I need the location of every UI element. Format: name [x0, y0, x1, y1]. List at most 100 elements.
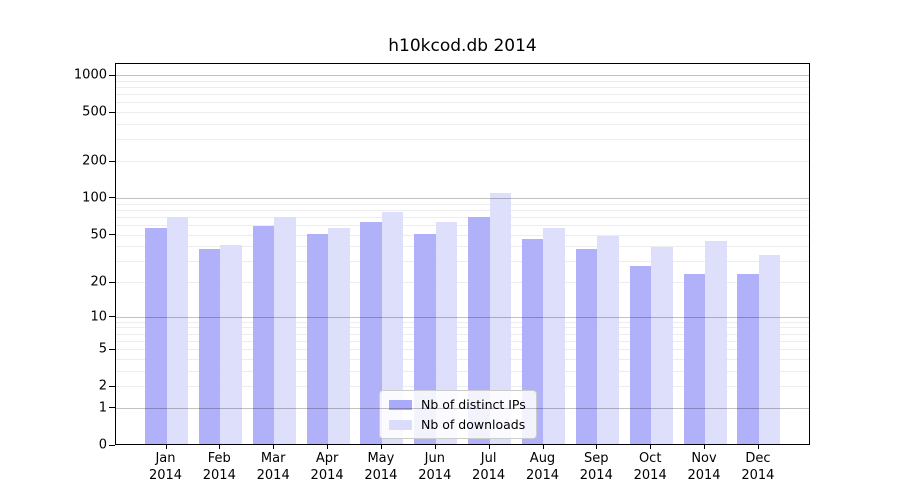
gridline-minor	[116, 224, 809, 226]
y-tick-label: 20	[90, 274, 107, 290]
x-tick-label: Dec 2014	[741, 451, 775, 483]
x-axis-tick	[488, 445, 490, 449]
x-axis-tick	[165, 445, 167, 449]
gridline-minor	[116, 386, 809, 388]
x-tick-label: Sep 2014	[579, 451, 613, 483]
bar-downloads-mar	[274, 217, 296, 444]
x-tick-label: Jan 2014	[148, 451, 183, 483]
x-axis-tick	[542, 445, 544, 449]
bar-ips-dec	[737, 273, 759, 444]
bar-downloads-apr	[328, 227, 350, 444]
gridline-minor	[116, 161, 809, 162]
bar-ips-jul	[468, 217, 490, 444]
y-tick-label: 200	[82, 153, 107, 169]
x-axis-tick	[327, 445, 329, 449]
y-axis-tick	[109, 281, 115, 283]
x-axis-tick	[434, 445, 436, 449]
y-tick-label: 10	[90, 309, 107, 325]
gridline-minor	[116, 282, 809, 283]
y-axis-tick	[109, 234, 115, 235]
gridline-minor	[116, 216, 809, 218]
gridline-minor	[116, 327, 809, 329]
bar-ips-sep	[575, 249, 598, 444]
plot-area: Nb of distinct IPs Nb of downloads	[115, 63, 810, 445]
gridline-minor	[116, 349, 809, 351]
y-axis-tick	[109, 197, 115, 199]
bar-ips-mar	[252, 225, 275, 444]
y-axis-tick	[109, 111, 115, 113]
y-axis-tick	[109, 316, 115, 318]
bar-downloads-oct	[651, 246, 673, 444]
gridline-major	[116, 316, 809, 318]
y-tick-label: 1	[98, 400, 107, 416]
gridline-minor	[116, 246, 809, 248]
bar-downloads-jun	[435, 222, 458, 444]
y-axis-tick	[109, 348, 115, 350]
gridline-minor	[116, 87, 809, 88]
gridline-major	[116, 407, 809, 409]
x-tick-label: May 2014	[364, 451, 398, 483]
x-tick-label: Oct 2014	[633, 451, 667, 483]
gridline-minor	[116, 102, 809, 104]
bar-ips-feb	[198, 249, 221, 444]
x-tick-label: Nov 2014	[687, 451, 721, 483]
gridline-minor	[116, 370, 809, 372]
x-tick-label: Mar 2014	[256, 451, 290, 483]
x-tick-label: Feb 2014	[202, 451, 236, 483]
gridline-minor	[116, 333, 809, 335]
gridline-minor	[116, 340, 809, 342]
bar-downloads-jan	[166, 217, 188, 444]
legend: Nb of distinct IPs Nb of downloads	[379, 390, 537, 439]
x-axis-tick	[596, 445, 598, 449]
y-tick-label: 5	[98, 341, 107, 357]
bar-ips-apr	[306, 233, 329, 444]
y-tick-label: 500	[82, 104, 107, 120]
y-tick-label: 0	[98, 437, 107, 453]
x-axis-tick	[650, 445, 652, 449]
x-axis-tick	[380, 445, 382, 449]
gridline-minor	[116, 321, 809, 323]
y-axis-tick	[109, 160, 115, 162]
legend-label-downloads: Nb of downloads	[421, 417, 526, 432]
bar-downloads-may	[381, 212, 404, 444]
gridline-major	[116, 75, 809, 76]
x-tick-label: Jul 2014	[472, 451, 506, 483]
x-axis-tick	[219, 445, 221, 449]
bar-downloads-nov	[705, 241, 727, 444]
y-tick-label: 1000	[73, 67, 107, 83]
legend-item-downloads: Nb of downloads	[389, 417, 526, 432]
gridline-minor	[116, 112, 809, 114]
gridline-minor	[116, 261, 809, 263]
x-tick-label: Aug 2014	[525, 451, 560, 483]
gridline-minor	[116, 209, 809, 211]
bar-ips-nov	[683, 273, 705, 444]
bar-downloads-sep	[597, 235, 619, 444]
legend-swatch-distinct-ips-icon	[389, 399, 412, 410]
y-axis-tick	[109, 74, 115, 76]
x-axis-tick	[704, 445, 705, 449]
x-tick-label: Apr 2014	[310, 451, 344, 483]
gridline-minor	[116, 124, 809, 125]
y-tick-label: 100	[82, 190, 107, 206]
x-axis-tick	[757, 445, 759, 449]
x-axis-tick	[273, 445, 275, 449]
y-axis-tick	[109, 444, 115, 446]
y-tick-label: 2	[98, 378, 107, 394]
bar-downloads-dec	[758, 255, 781, 444]
legend-item-distinct-ips: Nb of distinct IPs	[389, 397, 526, 412]
y-axis-tick	[109, 407, 115, 409]
bar-ips-may	[360, 222, 382, 444]
gridline-major	[116, 197, 809, 199]
gridline-minor	[116, 234, 809, 236]
y-axis-tick	[109, 385, 115, 387]
gridline-minor	[116, 203, 809, 205]
y-tick-label: 50	[90, 227, 107, 242]
gridline-minor	[116, 80, 809, 82]
legend-swatch-downloads-icon	[389, 419, 412, 430]
gridline-minor	[116, 94, 809, 96]
bar-downloads-jul	[489, 193, 512, 444]
bar-downloads-aug	[543, 227, 565, 444]
gridline-minor	[116, 358, 809, 360]
chart-title: h10kcod.db 2014	[388, 36, 537, 56]
